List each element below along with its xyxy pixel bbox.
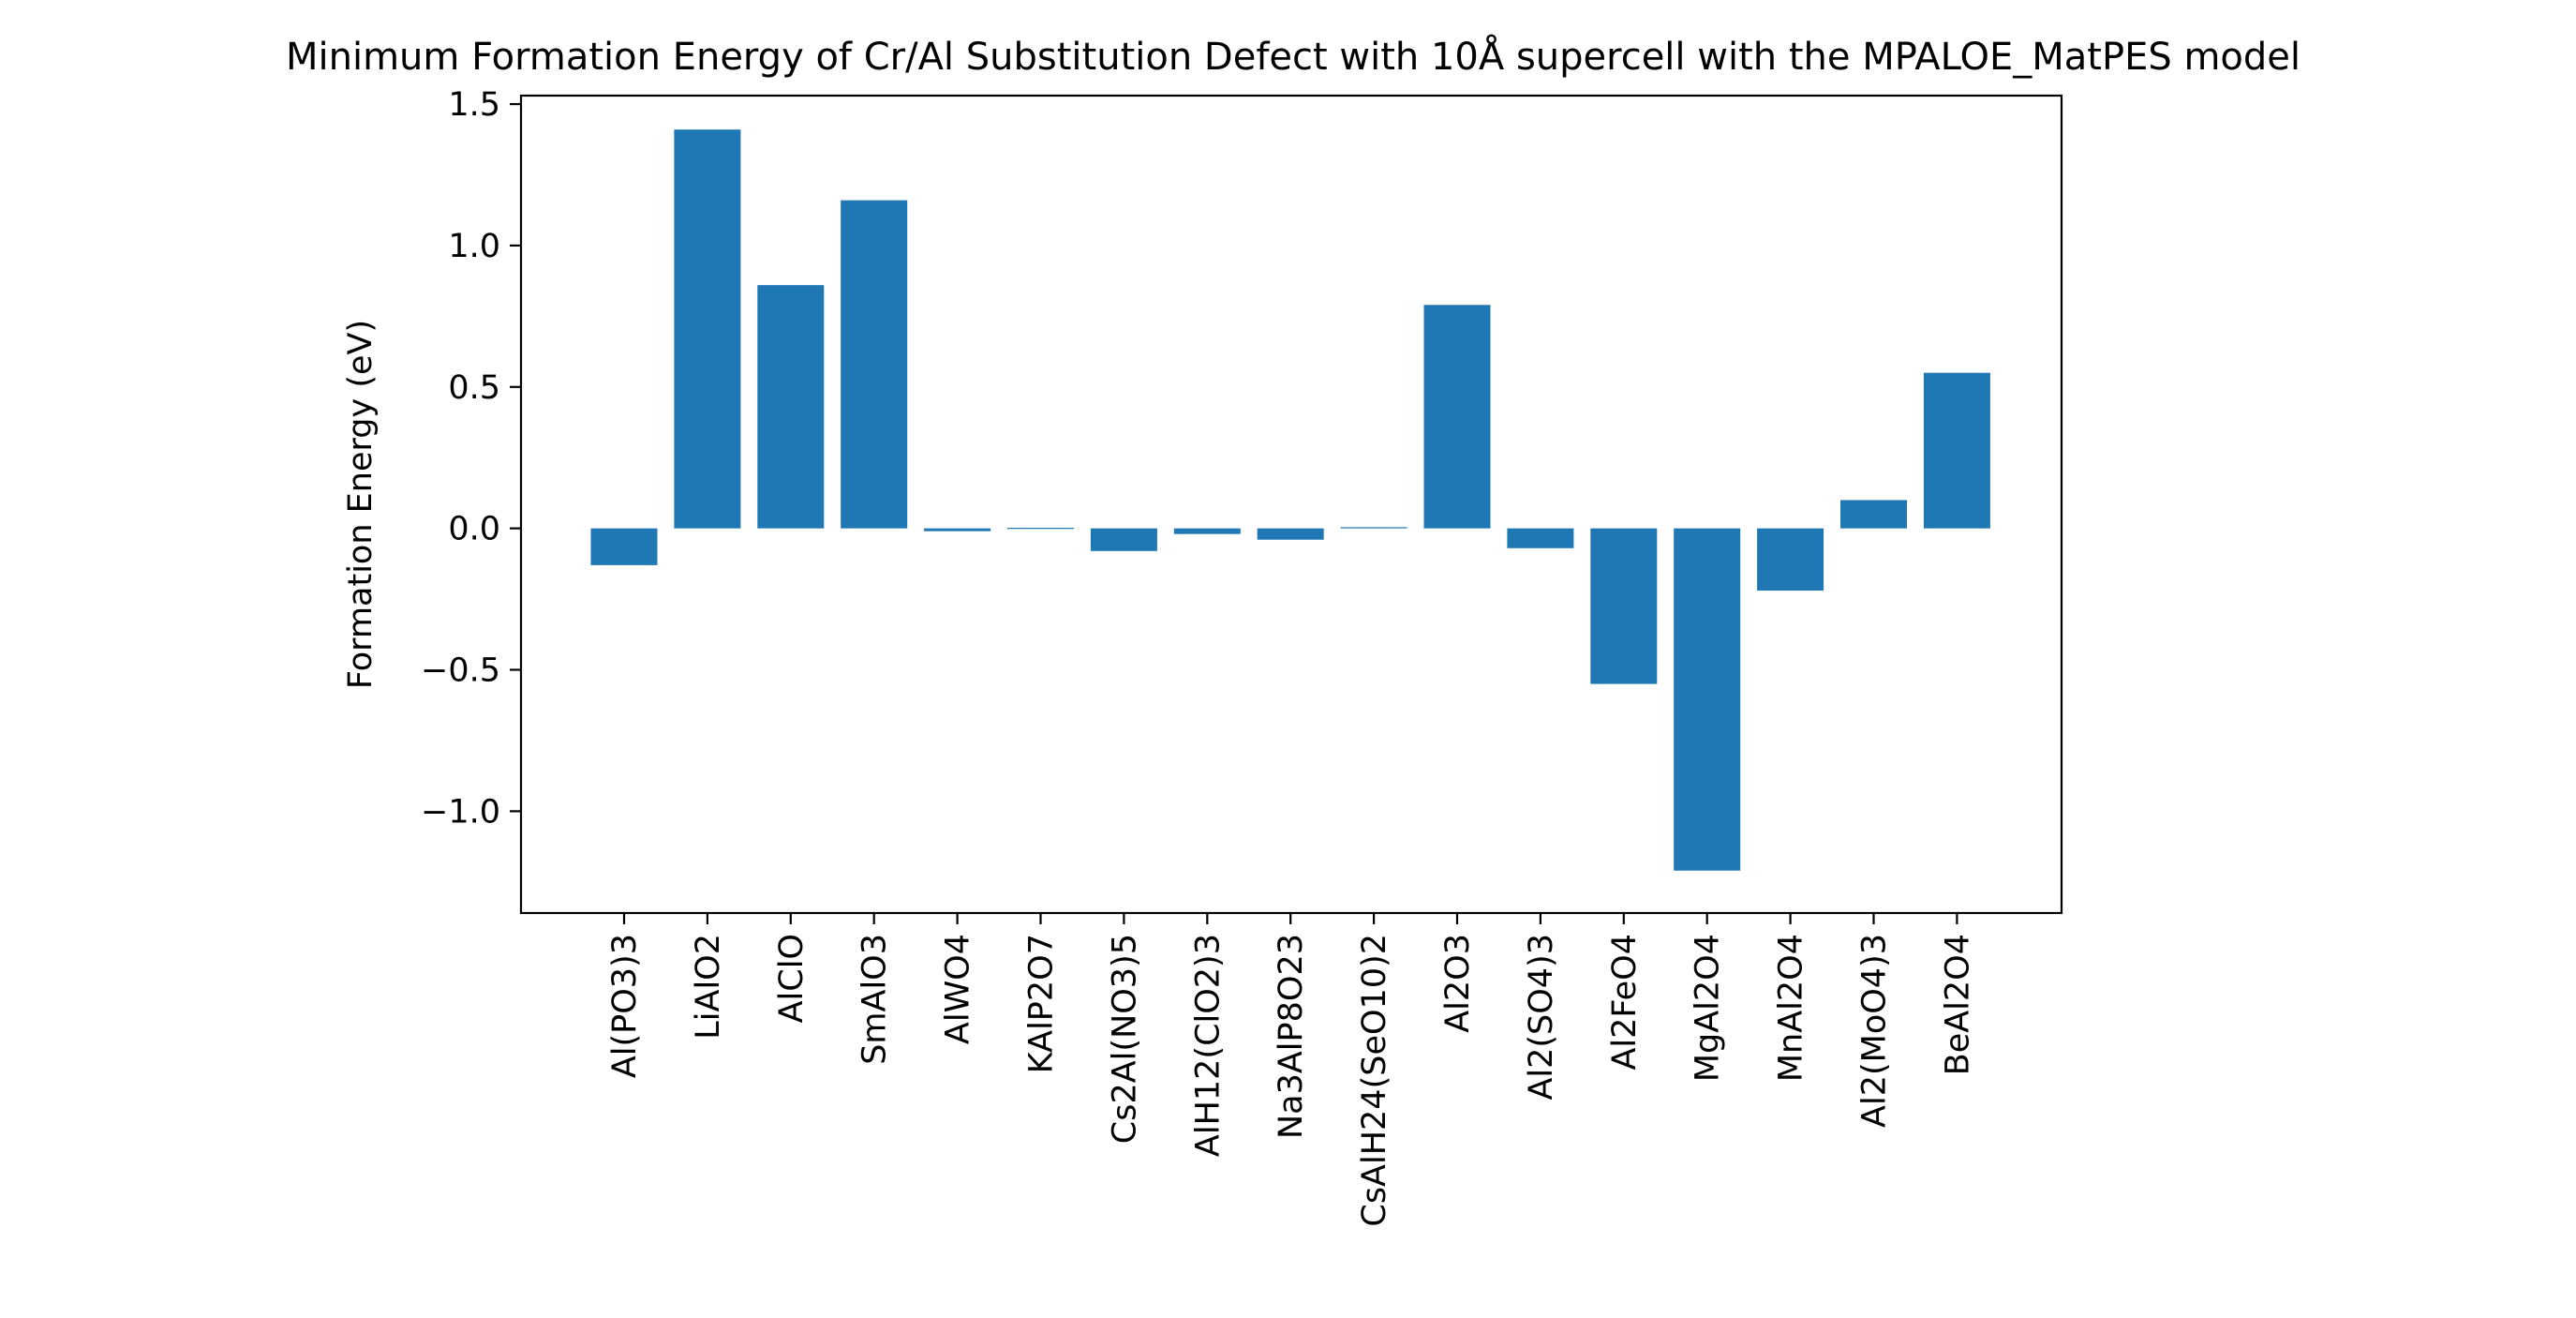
- bar-AlClO: [757, 285, 825, 529]
- chart-title: Minimum Formation Energy of Cr/Al Substi…: [286, 34, 2301, 79]
- bar-Al(PO3)3: [590, 528, 658, 565]
- bar-AlH12(ClO2)3: [1173, 528, 1241, 534]
- y-tick-label: −1.0: [421, 793, 500, 831]
- bar-BeAl2O4: [1923, 372, 1990, 529]
- x-tick-label: Al2FeO4: [1606, 934, 1644, 1071]
- y-tick-label: 0.5: [448, 369, 500, 407]
- bar-Al2(SO4)3: [1507, 528, 1574, 548]
- x-tick-label: CsAlH24(SeO10)2: [1356, 934, 1393, 1227]
- bar-Al2(MoO4)3: [1840, 500, 1907, 529]
- x-tick-label: Al2(MoO4)3: [1856, 934, 1894, 1128]
- bar-LiAlO2: [674, 129, 741, 529]
- bar-Al2FeO4: [1590, 528, 1658, 684]
- y-tick-label: 1.0: [448, 228, 500, 265]
- x-tick-label: Al(PO3)3: [606, 934, 644, 1078]
- y-axis-label: Formation Energy (eV): [342, 320, 380, 689]
- bar-SmAlO3: [841, 200, 908, 529]
- x-tick-label: Al2(SO4)3: [1523, 934, 1560, 1101]
- y-tick-label: 0.0: [448, 511, 500, 548]
- x-tick-label: Al2O3: [1439, 934, 1477, 1033]
- y-tick-label: 1.5: [448, 86, 500, 124]
- x-tick-label: SmAlO3: [856, 934, 894, 1065]
- bar-MnAl2O4: [1757, 528, 1824, 592]
- bars-group: [590, 129, 1990, 871]
- x-tick-label: KAlP2O7: [1023, 934, 1061, 1073]
- x-tick-label: MnAl2O4: [1773, 934, 1810, 1082]
- x-tick-label: MgAl2O4: [1690, 934, 1727, 1082]
- bar-CsAlH24(SeO10)2: [1340, 527, 1407, 529]
- x-tick-label: BeAl2O4: [1939, 934, 1976, 1075]
- bar-MgAl2O4: [1674, 528, 1741, 871]
- bar-Cs2Al(NO3)5: [1090, 528, 1157, 551]
- x-axis: Al(PO3)3 LiAlO2 AlClO SmAlO3 AlWO4 KAlP2O7 Cs2…: [606, 913, 1976, 1227]
- x-tick-label: AlH12(ClO2)3: [1189, 934, 1227, 1157]
- bar-AlWO4: [924, 528, 991, 532]
- x-tick-label: LiAlO2: [690, 934, 727, 1040]
- x-tick-label: Na3AlP8O23: [1273, 934, 1310, 1139]
- bar-Na3AlP8O23: [1257, 528, 1324, 540]
- x-tick-label: AlClO: [773, 934, 811, 1023]
- x-tick-label: Cs2Al(NO3)5: [1106, 934, 1143, 1144]
- plot-frame: [519, 94, 2063, 915]
- y-tick-label: −0.5: [421, 652, 500, 690]
- y-axis: 1.5 1.0 0.5 0.0 −0.5 −1.0: [421, 86, 521, 831]
- bar-KAlP2O7: [1007, 528, 1074, 530]
- bar-Al2O3: [1423, 305, 1491, 529]
- x-tick-label: AlWO4: [940, 934, 977, 1044]
